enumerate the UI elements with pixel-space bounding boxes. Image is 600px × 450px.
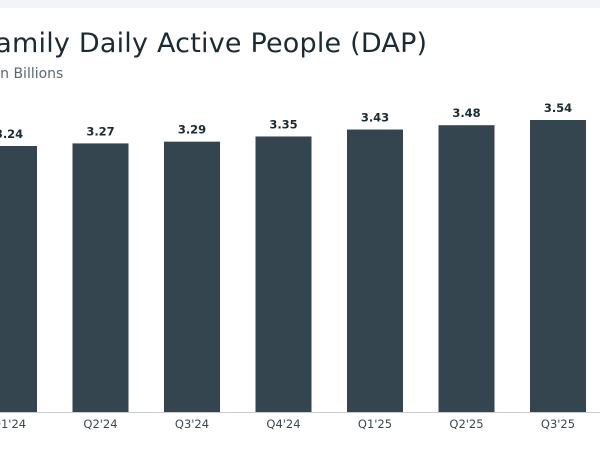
x-tick-label-1: Q2'24 [83,417,117,431]
data-label-2: 3.29 [178,123,206,137]
bar-5 [438,125,495,412]
data-label-5: 3.48 [452,106,480,120]
x-tick-label-0: Q1'24 [0,417,26,431]
x-tick-label-2: Q3'24 [175,417,209,431]
top-strip [0,0,600,8]
bar-6 [530,120,586,412]
data-label-6: 3.54 [544,101,572,115]
x-tick-labels-group: Q1'24 Q2'24 Q3'24 Q4'24 Q1'25 Q2'25 Q3'25 [0,417,575,431]
chart-subtitle: In Billions [0,66,64,82]
bar-3 [255,136,312,412]
bar-0 [0,146,37,412]
bars-group [0,120,586,413]
data-label-4: 3.43 [361,111,389,125]
data-label-0: 3.24 [0,127,23,141]
bar-4 [347,129,403,413]
x-tick-label-5: Q2'25 [449,417,483,431]
data-labels-group: 3.24 3.27 3.29 3.35 3.43 3.48 3.54 [0,101,572,141]
x-tick-label-6: Q3'25 [541,417,575,431]
x-tick-label-4: Q1'25 [358,417,392,431]
bar-2 [164,141,220,412]
data-label-1: 3.27 [86,124,114,138]
x-tick-label-3: Q4'24 [266,417,300,431]
data-label-3: 3.35 [269,117,297,131]
chart-title: Family Daily Active People (DAP) [0,28,428,59]
bar-1 [72,143,129,412]
